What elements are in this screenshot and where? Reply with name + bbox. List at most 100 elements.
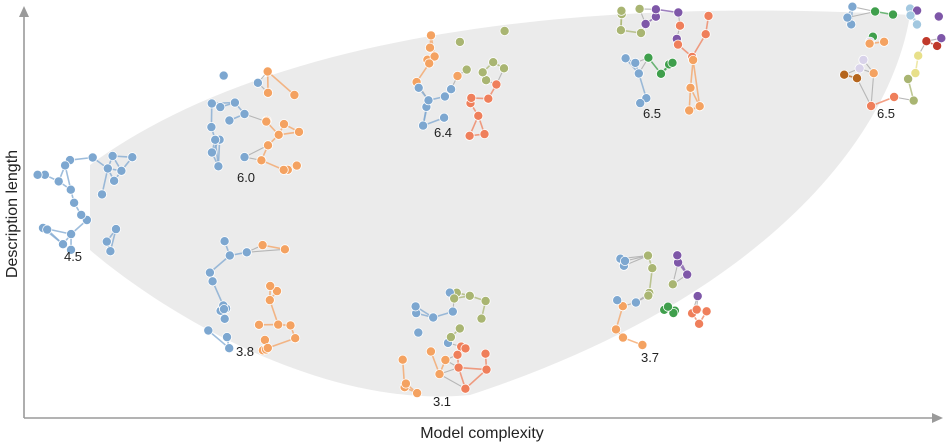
network-node bbox=[294, 126, 305, 137]
network-edge bbox=[870, 73, 875, 107]
network-graph bbox=[32, 151, 138, 257]
network-node bbox=[620, 256, 631, 267]
network-node bbox=[454, 323, 465, 334]
network-node bbox=[439, 112, 450, 123]
network-node bbox=[483, 93, 494, 104]
y-axis-arrow-icon bbox=[19, 6, 29, 17]
network-node bbox=[229, 97, 240, 108]
network-node bbox=[257, 240, 268, 251]
network-node bbox=[656, 68, 666, 79]
network-node bbox=[452, 349, 463, 360]
network-node bbox=[239, 152, 250, 163]
network-node bbox=[667, 57, 678, 68]
network-node bbox=[32, 169, 43, 180]
network-node bbox=[397, 354, 408, 365]
network-node bbox=[222, 332, 233, 343]
network-node bbox=[633, 68, 644, 79]
network-node bbox=[454, 36, 465, 47]
network-node bbox=[206, 98, 217, 109]
axes bbox=[19, 6, 943, 423]
network-node bbox=[674, 20, 685, 31]
network-node bbox=[239, 108, 250, 119]
network-node bbox=[219, 304, 230, 315]
network-node bbox=[105, 246, 116, 257]
network-edge bbox=[692, 59, 701, 107]
network-node bbox=[477, 67, 488, 78]
network-node bbox=[423, 95, 434, 106]
network-node bbox=[224, 250, 235, 261]
network-node bbox=[694, 318, 705, 329]
network-node bbox=[910, 68, 921, 79]
network-node bbox=[204, 267, 215, 278]
network-node bbox=[488, 57, 499, 68]
network-node bbox=[868, 68, 879, 79]
network-node bbox=[615, 25, 626, 36]
network-node bbox=[637, 340, 648, 351]
network-node bbox=[634, 3, 645, 14]
network-node bbox=[69, 197, 80, 208]
network-node bbox=[206, 147, 217, 158]
network-node bbox=[694, 101, 705, 112]
y-axis-label: Description length bbox=[4, 150, 21, 278]
network-node bbox=[57, 239, 68, 250]
network-node bbox=[424, 58, 435, 69]
network-node bbox=[460, 383, 471, 394]
network-node bbox=[453, 362, 464, 373]
network-node bbox=[642, 250, 653, 261]
network-node bbox=[60, 160, 71, 171]
network-node bbox=[107, 151, 118, 162]
network-edge bbox=[856, 77, 872, 107]
network-node bbox=[908, 95, 919, 106]
network-n5: 3.1 bbox=[397, 287, 492, 409]
network-node bbox=[265, 280, 276, 291]
network-node bbox=[66, 229, 77, 240]
network-n6: 6.5 bbox=[615, 3, 714, 121]
network-node bbox=[428, 312, 439, 323]
network-graph bbox=[206, 66, 305, 175]
network-node bbox=[102, 163, 113, 174]
network-node bbox=[933, 11, 944, 22]
x-axis-label: Model complexity bbox=[420, 425, 544, 442]
network-node bbox=[413, 327, 424, 338]
network-node bbox=[701, 306, 712, 317]
network-node bbox=[461, 64, 472, 75]
network-n4: 6.4 bbox=[411, 26, 510, 141]
network-node bbox=[65, 184, 76, 195]
network-node bbox=[207, 276, 218, 287]
network-node bbox=[446, 84, 457, 95]
network-node bbox=[263, 87, 273, 98]
network-node bbox=[264, 295, 275, 306]
network-node bbox=[261, 116, 272, 127]
network-node bbox=[213, 161, 224, 172]
network-node bbox=[42, 224, 53, 235]
network-node bbox=[278, 164, 289, 175]
network-node bbox=[903, 73, 914, 84]
network-node bbox=[101, 236, 112, 247]
network-node bbox=[278, 119, 289, 130]
network-node bbox=[219, 313, 230, 324]
network-node bbox=[445, 332, 456, 343]
network-node bbox=[460, 343, 471, 354]
network-n2: 6.0 bbox=[206, 66, 305, 185]
network-node bbox=[672, 250, 683, 261]
network-node bbox=[87, 152, 98, 163]
network-node bbox=[620, 53, 631, 64]
network-node bbox=[847, 1, 858, 12]
network-node bbox=[700, 29, 711, 40]
network-node bbox=[224, 115, 235, 126]
network-node bbox=[291, 160, 302, 171]
network-node bbox=[413, 82, 424, 93]
network-node bbox=[476, 313, 487, 324]
network-node bbox=[879, 36, 890, 47]
network-n1: 4.5 bbox=[32, 151, 138, 264]
network-node bbox=[858, 54, 869, 65]
network-node bbox=[241, 247, 252, 258]
network-node bbox=[864, 38, 875, 49]
network-node bbox=[921, 36, 932, 47]
network-node bbox=[663, 301, 673, 312]
network-graph bbox=[411, 26, 510, 141]
network-node bbox=[852, 73, 863, 84]
network-node bbox=[889, 92, 900, 103]
network-node bbox=[65, 244, 76, 255]
network-node bbox=[290, 333, 301, 344]
